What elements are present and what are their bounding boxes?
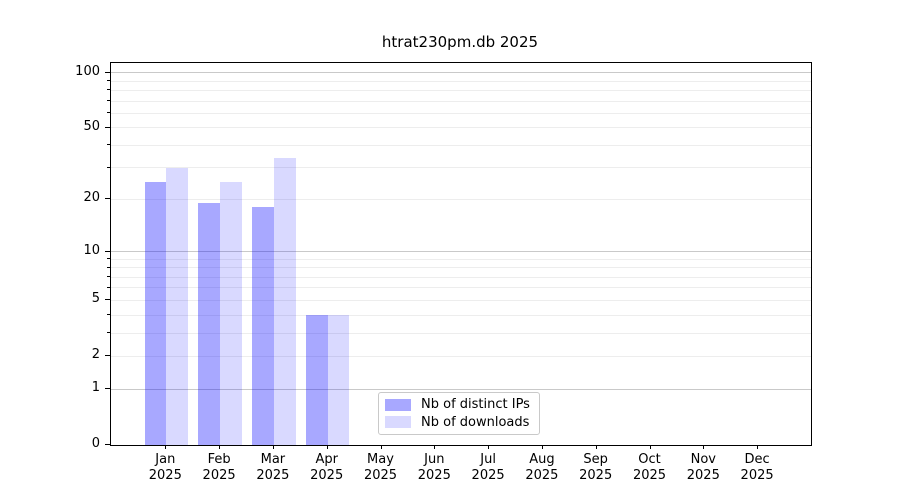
x-tick-label-feb: Feb 2025 <box>202 452 236 483</box>
y-tick-0 <box>105 444 110 445</box>
x-tick-label-jul: Jul 2025 <box>471 452 505 483</box>
y-tick-90 <box>107 80 110 81</box>
gridline-y-60 <box>111 112 811 114</box>
bar-jan-distinct-ips <box>144 182 167 445</box>
x-tick-label-aug: Aug 2025 <box>525 452 559 483</box>
x-tick-jan <box>165 445 167 449</box>
x-tick-label-apr: Apr 2025 <box>310 452 344 483</box>
x-tick-label-jun: Jun 2025 <box>417 452 451 483</box>
legend: Nb of distinct IPs Nb of downloads <box>378 392 540 435</box>
x-tick-label-may: May 2025 <box>363 452 398 483</box>
y-tick-1 <box>105 388 110 390</box>
gridline-y-70 <box>111 100 811 102</box>
y-tick-10 <box>105 250 110 252</box>
bar-feb-distinct-ips <box>198 203 221 445</box>
gridline-y-90 <box>111 80 811 82</box>
bar-apr-distinct-ips <box>305 315 328 445</box>
y-tick-2 <box>105 355 110 357</box>
legend-swatch-downloads <box>385 416 411 429</box>
y-tick-100 <box>105 71 110 73</box>
y-tick-label-100: 100 <box>75 63 100 79</box>
x-tick-sep <box>595 445 597 449</box>
legend-swatch-distinct-ips <box>385 398 411 411</box>
y-tick-60 <box>107 112 110 114</box>
x-tick-label-mar: Mar 2025 <box>256 452 290 483</box>
y-tick-label-10: 10 <box>83 242 100 258</box>
x-tick-label-dec: Dec 2025 <box>740 452 774 483</box>
y-tick-6 <box>107 286 110 288</box>
gridline-y-7 <box>111 276 811 278</box>
gridline-y-4 <box>111 314 811 316</box>
gridline-y-5 <box>111 299 811 301</box>
x-tick-dec <box>757 445 759 449</box>
x-tick-may <box>380 445 382 449</box>
y-tick-8 <box>107 266 110 268</box>
gridline-y-3 <box>111 332 811 334</box>
gridline-y-1 <box>111 388 811 390</box>
y-tick-80 <box>107 89 110 91</box>
gridline-y-10 <box>111 251 811 252</box>
y-tick-50 <box>105 126 110 128</box>
bar-mar-distinct-ips <box>252 207 274 445</box>
bar-apr-downloads <box>327 315 350 445</box>
x-tick-jun <box>434 445 436 449</box>
y-tick-30 <box>107 166 110 168</box>
y-tick-label-5: 5 <box>91 291 100 307</box>
y-tick-70 <box>107 100 110 102</box>
x-tick-jul <box>488 445 490 449</box>
y-tick-5 <box>105 299 110 301</box>
legend-label-downloads: Nb of downloads <box>421 414 530 430</box>
y-tick-40 <box>107 144 110 146</box>
gridline-y-9 <box>111 258 811 260</box>
x-tick-oct <box>649 445 651 449</box>
bar-feb-downloads <box>220 182 242 445</box>
chart-title: htrat230pm.db 2025 <box>381 33 539 51</box>
gridline-y-40 <box>111 144 811 146</box>
x-tick-feb <box>219 445 221 449</box>
y-tick-7 <box>107 276 110 278</box>
x-tick-label-oct: Oct 2025 <box>632 452 667 483</box>
plot-area: Nb of distinct IPs Nb of downloads <box>110 62 812 446</box>
legend-item-downloads: Nb of downloads <box>385 415 533 430</box>
y-tick-label-1: 1 <box>91 380 100 396</box>
gridline-y-30 <box>111 167 811 169</box>
y-tick-label-2: 2 <box>91 347 100 363</box>
x-tick-label-jan: Jan 2025 <box>148 452 182 483</box>
bar-mar-downloads <box>273 158 296 445</box>
y-tick-label-50: 50 <box>83 118 100 134</box>
x-tick-nov <box>703 445 705 449</box>
legend-label-distinct-ips: Nb of distinct IPs <box>421 397 530 413</box>
gridline-y-20 <box>111 198 811 200</box>
x-tick-label-nov: Nov 2025 <box>686 452 720 483</box>
x-tick-aug <box>541 445 543 449</box>
gridline-y-50 <box>111 127 811 129</box>
gridline-y-2 <box>111 355 811 357</box>
y-tick-9 <box>107 258 110 260</box>
gridline-y-6 <box>111 287 811 289</box>
x-tick-label-sep: Sep 2025 <box>579 452 613 483</box>
y-tick-4 <box>107 314 110 316</box>
gridline-y-100 <box>111 72 811 74</box>
y-tick-label-20: 20 <box>83 190 100 206</box>
y-tick-3 <box>107 332 110 334</box>
legend-item-distinct-ips: Nb of distinct IPs <box>385 397 533 412</box>
gridline-y-80 <box>111 89 811 91</box>
bar-jan-downloads <box>166 167 189 445</box>
gridline-y-8 <box>111 267 811 269</box>
y-tick-20 <box>105 198 110 200</box>
x-tick-mar <box>272 445 274 449</box>
y-tick-label-0: 0 <box>91 436 100 451</box>
x-tick-apr <box>326 445 328 449</box>
